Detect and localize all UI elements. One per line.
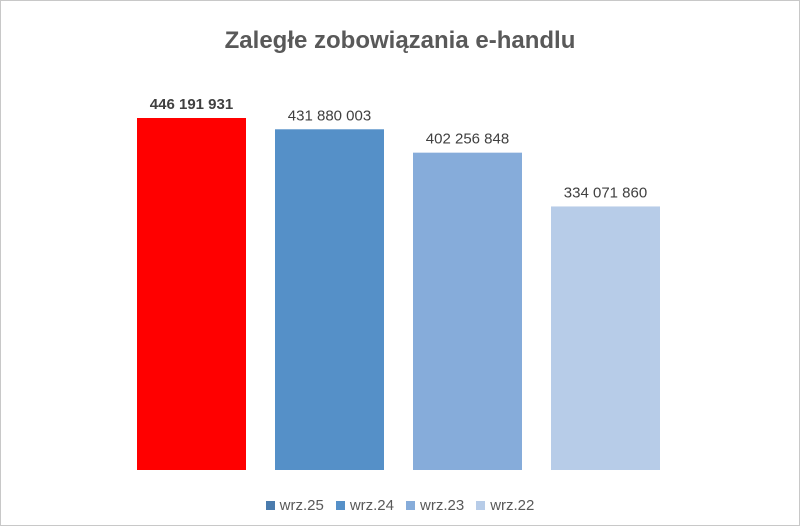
bar-wrz.23 bbox=[413, 152, 522, 470]
data-label: 431 880 003 bbox=[288, 107, 371, 124]
data-label: 446 191 931 bbox=[150, 96, 233, 113]
legend-item: wrz.25 bbox=[265, 497, 324, 514]
bar-wrz.25 bbox=[137, 118, 246, 470]
legend-item: wrz.22 bbox=[476, 497, 534, 514]
legend-item: wrz.23 bbox=[406, 497, 464, 514]
data-label: 402 256 848 bbox=[426, 131, 509, 148]
legend-item: wrz.24 bbox=[335, 497, 394, 514]
legend-label: wrz.22 bbox=[490, 497, 535, 514]
bar-wrz.22 bbox=[551, 206, 660, 470]
legend-swatch bbox=[406, 501, 415, 510]
data-label: 334 071 860 bbox=[564, 184, 647, 201]
chart-title: Zaległe zobowiązania e-handlu bbox=[224, 27, 576, 54]
legend-label: wrz.25 bbox=[279, 497, 324, 514]
legend-swatch bbox=[476, 501, 486, 510]
legend: wrz.25 wrz.24 wrz.23 wrz.22 bbox=[1, 497, 799, 514]
legend-swatch bbox=[335, 501, 345, 510]
legend-label: wrz.24 bbox=[349, 497, 394, 514]
legend-swatch bbox=[265, 501, 275, 510]
legend-label: wrz.23 bbox=[420, 497, 465, 514]
bar-wrz.24 bbox=[275, 129, 384, 470]
